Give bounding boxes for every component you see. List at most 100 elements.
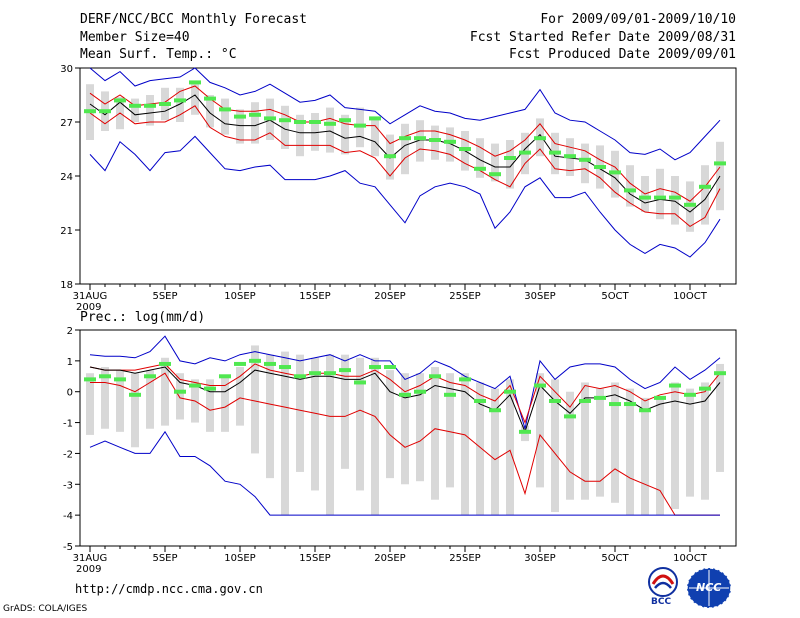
observed-mark	[429, 138, 441, 142]
spread-box	[176, 87, 184, 122]
observed-mark	[249, 112, 261, 117]
observed-mark	[474, 166, 486, 171]
observed-mark	[444, 392, 456, 397]
spread-box	[326, 107, 334, 153]
spread-box	[461, 373, 469, 516]
x-tick-label: 25SEP	[449, 291, 480, 302]
x-tick-label: 30SEP	[524, 291, 555, 302]
series-line-lower	[90, 372, 720, 516]
y-tick-label: 27	[60, 118, 73, 129]
observed-mark	[579, 398, 591, 403]
spread-box	[446, 373, 454, 488]
start-date: Fcst Started Refer Date 2009/08/31	[469, 30, 736, 45]
x-tick-label: 20SEP	[374, 291, 405, 302]
x-tick-label: 10OCT	[673, 291, 708, 302]
observed-mark	[324, 371, 336, 376]
observed-mark	[189, 80, 201, 85]
observed-mark	[279, 365, 291, 370]
spread-box	[446, 127, 454, 162]
spread-box	[701, 382, 709, 500]
bcc-logo: BCC	[640, 566, 686, 608]
spread-box	[131, 98, 139, 122]
spread-box	[326, 354, 334, 516]
observed-mark	[579, 157, 591, 162]
observed-mark	[669, 195, 681, 200]
series-line-max	[89, 67, 721, 161]
observed-mark	[459, 147, 471, 151]
x-tick-label: 10SEP	[224, 291, 255, 302]
spread-box	[506, 140, 514, 189]
bcc-emblem-icon	[648, 567, 678, 597]
y-tick-label: -4	[63, 511, 73, 522]
spread-box	[551, 379, 559, 513]
series-line-max	[89, 335, 721, 429]
precipitation-panel: -5 -4 -3 -2 -1 0 1 2 31AUG 5SEP 10SEP 15SEP 20SEP 25S…	[63, 326, 737, 575]
spread-box	[656, 168, 664, 220]
chart-title: DERF/NCC/BCC Monthly Forecast	[80, 12, 307, 27]
source-url[interactable]: http://cmdp.ncc.cma.gov.cn	[75, 582, 263, 596]
y-tick-label: -2	[63, 449, 73, 460]
spread-box	[311, 357, 319, 491]
spread-box	[341, 114, 349, 155]
spread-box	[251, 345, 259, 454]
x-tick-label: 5SEP	[152, 291, 177, 302]
spread-box	[581, 143, 589, 184]
observed-mark	[384, 154, 396, 159]
observed-mark	[414, 389, 426, 394]
spread-box	[146, 95, 154, 126]
observed-mark	[429, 374, 441, 379]
observed-mark	[189, 383, 201, 388]
y-tick-label: 24	[60, 172, 73, 183]
observed-mark	[99, 109, 111, 114]
spread-box	[251, 102, 259, 144]
spread-box	[656, 397, 664, 516]
spread-box	[341, 354, 349, 469]
observed-mark	[234, 114, 246, 119]
x-tick-label: 5OCT	[601, 553, 629, 564]
observed-mark	[219, 374, 231, 379]
x-tick-label: 10SEP	[224, 553, 255, 564]
spread-box	[236, 367, 244, 426]
observed-mark	[654, 195, 666, 200]
spread-box	[371, 118, 379, 157]
observed-mark	[594, 395, 606, 400]
spread-box	[236, 109, 244, 144]
y-tick-label: 1	[67, 357, 73, 368]
observed-mark	[159, 102, 171, 106]
spread-box	[491, 388, 499, 516]
observed-mark	[369, 116, 381, 121]
year-label: 2009	[76, 302, 101, 313]
spread-box	[506, 379, 514, 516]
y-tick-label: 21	[60, 226, 73, 237]
spread-box	[266, 354, 274, 479]
x-tick-label: 31AUG	[73, 553, 108, 564]
observed-mark	[399, 392, 411, 397]
spread-box	[581, 382, 589, 500]
observed-mark	[159, 361, 171, 366]
x-tick-label: 5OCT	[601, 291, 629, 302]
observed-mark	[714, 371, 726, 376]
observed-mark	[84, 109, 96, 114]
observed-mark	[144, 103, 156, 108]
observed-mark	[459, 377, 471, 382]
spread-box	[671, 176, 679, 225]
spread-box	[221, 98, 229, 135]
observed-mark	[219, 107, 231, 112]
spread-box	[131, 373, 139, 448]
spread-box	[296, 354, 304, 472]
series-line-min	[89, 430, 720, 516]
observed-mark	[174, 98, 186, 103]
spread-box	[311, 113, 319, 151]
observed-mark	[354, 123, 366, 128]
observed-mark	[84, 377, 96, 382]
observed-mark	[144, 374, 156, 379]
y-tick-label: 18	[60, 280, 73, 291]
observed-mark	[324, 121, 336, 126]
observed-mark	[309, 120, 321, 124]
observed-mark	[99, 374, 111, 379]
observed-mark	[534, 383, 546, 388]
spread-box	[116, 370, 124, 432]
spread-box	[626, 388, 634, 516]
observed-mark	[699, 184, 711, 189]
spread-box	[641, 397, 649, 516]
